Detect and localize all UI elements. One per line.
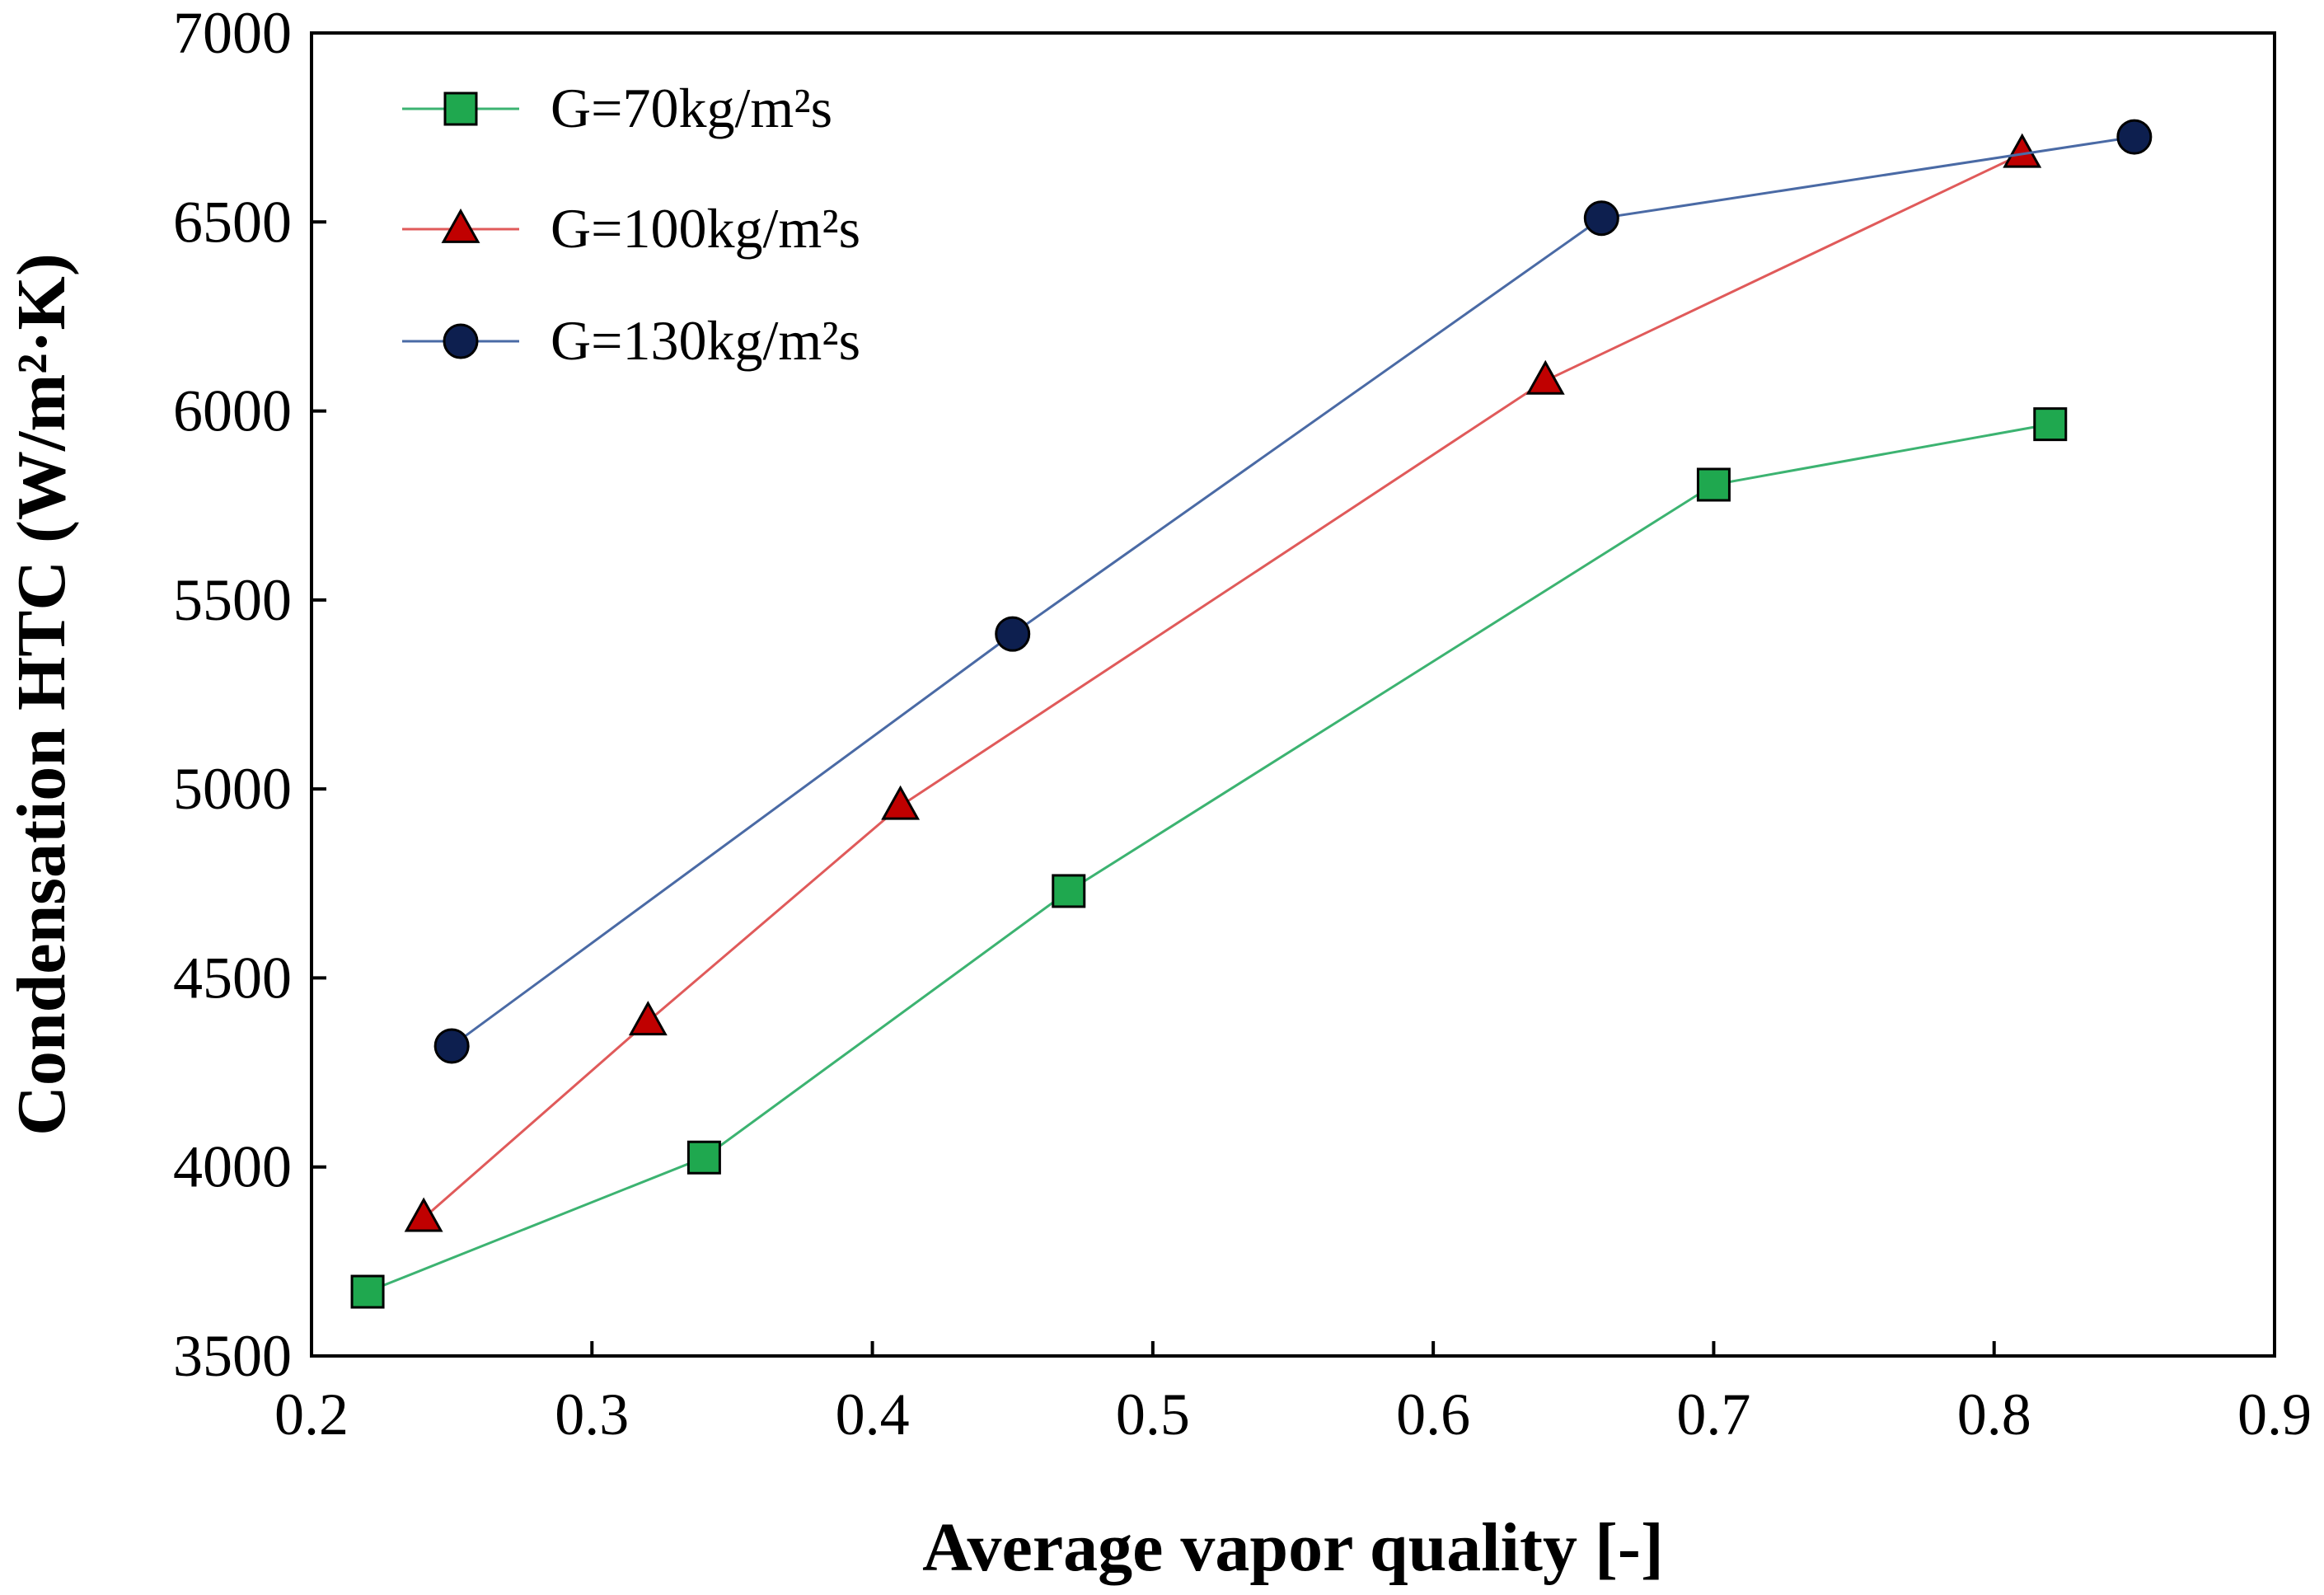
legend-label: G=130kg/m²s	[551, 309, 860, 372]
y-axis-title: Condensation HTC (W/m²·K)	[3, 253, 80, 1136]
y-tick-label: 6500	[173, 189, 292, 255]
x-axis-title: Average vapor quality [-]	[922, 1509, 1664, 1586]
legend-item: G=70kg/m²s	[402, 77, 832, 139]
legend-marker-circle	[443, 323, 479, 359]
y-tick-label: 4500	[173, 945, 292, 1011]
x-tick-label: 0.3	[555, 1382, 629, 1447]
data-point-square	[350, 1274, 385, 1309]
series-line	[451, 135, 2135, 1048]
y-tick-label: 7000	[173, 0, 292, 66]
series-layer	[350, 119, 2153, 1309]
data-point-circle	[995, 616, 1031, 652]
data-point-square	[2033, 407, 2068, 442]
data-point-square	[1696, 467, 1731, 502]
data-point-triangle	[2003, 133, 2042, 168]
data-point-circle	[1583, 200, 1619, 237]
series-3	[433, 119, 2153, 1064]
legend-marker-triangle	[441, 208, 480, 243]
data-point-triangle	[404, 1197, 443, 1232]
series-1	[350, 407, 2068, 1309]
series-line	[367, 423, 2051, 1293]
x-tick-label: 0.2	[274, 1382, 349, 1447]
plot-frame	[310, 31, 2276, 1358]
legend-label: G=70kg/m²s	[551, 77, 832, 139]
y-tick-label: 3500	[173, 1323, 292, 1389]
x-tick-label: 0.5	[1116, 1382, 1190, 1447]
x-tick-label: 0.6	[1396, 1382, 1470, 1447]
data-point-square	[1052, 874, 1086, 908]
y-tick-label: 5500	[173, 567, 292, 633]
legend-item: G=100kg/m²s	[402, 197, 860, 260]
legend: G=70kg/m²s G=100kg/m²s G=130kg/m²s	[402, 77, 860, 372]
legend-item: G=130kg/m²s	[402, 309, 860, 372]
data-point-triangle	[628, 1001, 668, 1036]
x-tick-label: 0.4	[836, 1382, 910, 1447]
y-tick-label: 4000	[173, 1134, 292, 1200]
x-tick-label: 0.8	[1957, 1382, 2031, 1447]
y-tick-label: 6000	[173, 378, 292, 444]
y-tick-label: 5000	[173, 756, 292, 822]
data-point-triangle	[881, 785, 921, 820]
data-point-triangle	[1525, 359, 1565, 395]
legend-label: G=100kg/m²s	[551, 197, 860, 260]
x-tick-label: 0.9	[2237, 1382, 2312, 1447]
data-point-square	[686, 1140, 721, 1175]
legend-marker-square	[443, 91, 478, 126]
series-2	[404, 133, 2042, 1232]
x-tick-label: 0.7	[1676, 1382, 1750, 1447]
data-point-circle	[2116, 119, 2153, 155]
data-point-circle	[433, 1028, 470, 1064]
axes-layer: 0.2 0.3 0.4 0.5 0.6 0.7 0.8 0.9 3500 4000 4500 5000…	[173, 0, 2312, 1447]
